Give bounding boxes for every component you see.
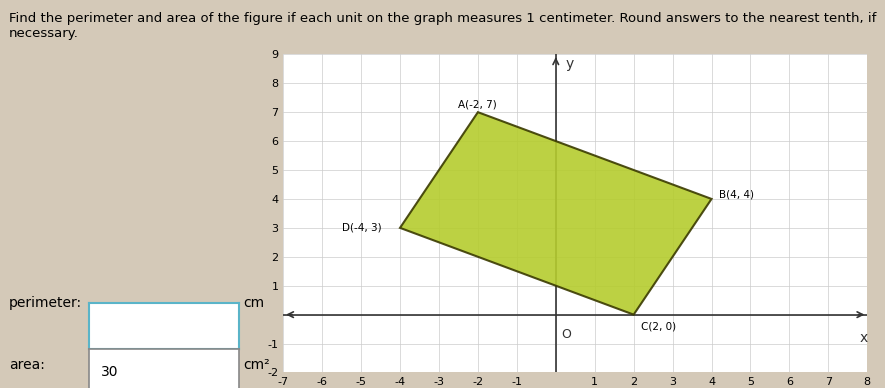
Text: x: x <box>859 331 867 345</box>
Text: O: O <box>562 327 572 341</box>
Text: B(4, 4): B(4, 4) <box>720 190 754 199</box>
Text: 30: 30 <box>101 365 118 379</box>
Text: Find the perimeter and area of the figure if each unit on the graph measures 1 c: Find the perimeter and area of the figur… <box>9 12 876 40</box>
Text: D(-4, 3): D(-4, 3) <box>342 223 381 233</box>
Text: A(-2, 7): A(-2, 7) <box>458 100 497 110</box>
Text: perimeter:: perimeter: <box>9 296 82 310</box>
Polygon shape <box>400 112 712 315</box>
Text: y: y <box>566 57 573 71</box>
Text: cm²: cm² <box>243 358 270 372</box>
Text: area:: area: <box>9 358 45 372</box>
Text: C(2, 0): C(2, 0) <box>642 321 676 331</box>
Text: cm: cm <box>243 296 265 310</box>
